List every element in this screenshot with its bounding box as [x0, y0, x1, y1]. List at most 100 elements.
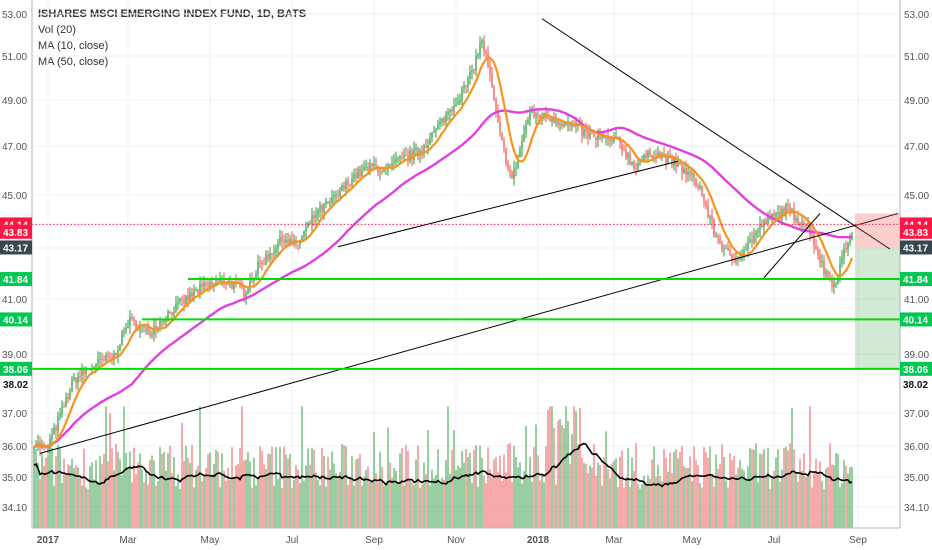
- candle-body: [255, 273, 257, 278]
- candle-body: [227, 284, 229, 286]
- volume-bar: [667, 471, 669, 528]
- candle-body: [97, 359, 99, 364]
- volume-bar: [111, 448, 113, 528]
- candle-body: [741, 254, 743, 258]
- volume-bar: [41, 453, 43, 528]
- volume-bar: [105, 406, 107, 528]
- candle-body: [771, 213, 773, 219]
- volume-bar: [605, 431, 607, 528]
- volume-bar: [301, 406, 303, 528]
- volume-bar: [571, 434, 573, 528]
- volume-bar: [831, 464, 833, 528]
- downtrend-line: [541, 18, 891, 250]
- candle-body: [161, 321, 163, 323]
- candle-body: [439, 121, 441, 125]
- volume-bar: [737, 467, 739, 528]
- left-price-tick: 53.00: [2, 10, 27, 21]
- candle-body: [619, 139, 621, 144]
- candle-body: [355, 173, 357, 179]
- candle-body: [403, 155, 405, 158]
- volume-bar: [783, 447, 785, 528]
- left-price-tick: 45.00: [2, 191, 27, 202]
- volume-bar: [339, 472, 341, 528]
- candle-body: [207, 285, 209, 287]
- volume-bar: [655, 476, 657, 528]
- candle-body: [469, 72, 471, 79]
- candle-body: [367, 167, 369, 171]
- volume-bar: [265, 469, 267, 528]
- volume-bar: [587, 473, 589, 528]
- candle-body: [463, 85, 465, 88]
- candle-body: [527, 119, 529, 124]
- candle-body: [689, 171, 691, 176]
- candle-body: [379, 171, 381, 173]
- volume-bar: [241, 406, 243, 528]
- volume-bar: [103, 454, 105, 528]
- candle-body: [263, 263, 265, 265]
- volume-bar: [457, 465, 459, 528]
- candle-body: [419, 150, 421, 156]
- volume-bar: [223, 470, 225, 528]
- candle-body: [539, 114, 541, 119]
- candle-body: [461, 87, 463, 101]
- volume-bar: [643, 475, 645, 528]
- volume-bar: [361, 485, 363, 528]
- volume-bar: [293, 480, 295, 528]
- volume-bar: [397, 483, 399, 528]
- candle-body: [509, 168, 511, 173]
- candle-body: [697, 185, 699, 188]
- candle-body: [797, 218, 799, 224]
- candle-body: [437, 124, 439, 129]
- volume-bar: [827, 466, 829, 528]
- left-price-tag-bg: [0, 272, 32, 287]
- volume-bar: [733, 456, 735, 528]
- candle-body: [735, 257, 737, 262]
- volume-bar: [399, 453, 401, 528]
- volume-bar: [129, 451, 131, 528]
- volume-bar: [205, 467, 207, 528]
- volume-bar: [671, 473, 673, 528]
- volume-bar: [659, 475, 661, 528]
- candle-body: [63, 406, 65, 408]
- candle-body: [233, 282, 235, 290]
- volume-bar: [221, 453, 223, 528]
- candle-body: [849, 239, 851, 243]
- candle-body: [659, 152, 661, 158]
- volume-bar: [349, 476, 351, 528]
- candle-body: [779, 211, 781, 218]
- candle-body: [53, 427, 55, 435]
- volume-bar: [583, 462, 585, 528]
- volume-bar: [459, 467, 461, 528]
- candle-body: [335, 194, 337, 196]
- volume-bar: [91, 462, 93, 528]
- x-tick-label: Sep: [849, 535, 867, 546]
- volume-bar: [283, 446, 285, 528]
- candle-body: [363, 167, 365, 171]
- volume-bar: [603, 457, 605, 528]
- candle-body: [591, 132, 593, 134]
- candle-body: [173, 312, 175, 315]
- volume-bar: [555, 484, 557, 528]
- candle-body: [71, 380, 73, 391]
- volume-bar: [481, 457, 483, 528]
- volume-bar: [407, 451, 409, 528]
- volume-bar: [73, 468, 75, 528]
- volume-bar: [563, 428, 565, 528]
- volume-bar: [519, 462, 521, 528]
- right-price-tag: 43.17: [903, 243, 928, 254]
- volume-bar: [463, 462, 465, 528]
- volume-bar: [421, 484, 423, 528]
- volume-bar: [113, 470, 115, 528]
- candle-body: [345, 180, 347, 190]
- volume-bar: [633, 470, 635, 528]
- right-price-tick: 51.00: [904, 52, 929, 63]
- volume-bar: [419, 487, 421, 528]
- candle-body: [131, 316, 133, 319]
- volume-bar: [393, 467, 395, 528]
- volume-bar: [379, 451, 381, 528]
- volume-bar: [217, 451, 219, 528]
- volume-bar: [687, 467, 689, 528]
- candle-body: [83, 369, 85, 375]
- candle-body: [477, 55, 479, 57]
